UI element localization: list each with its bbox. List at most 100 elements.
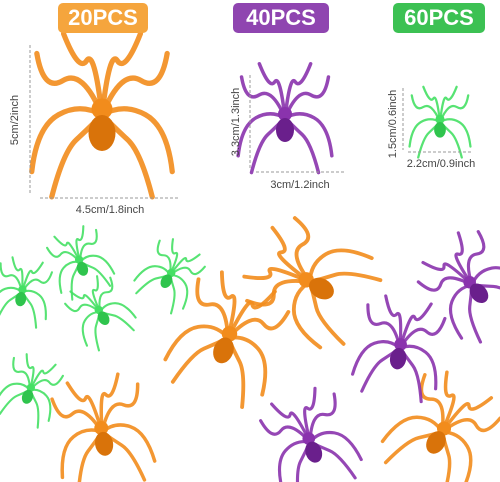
width-label: 2.2cm/0.9inch	[407, 158, 475, 170]
spider-leg	[28, 374, 64, 392]
spider	[351, 294, 447, 404]
width-label: 4.5cm/1.8inch	[76, 204, 144, 216]
spider-leg	[398, 316, 447, 350]
spider-leg	[20, 289, 47, 321]
spider-leg	[292, 216, 312, 284]
spider-leg	[421, 260, 474, 287]
spider-leg	[470, 266, 500, 287]
spider-leg	[291, 280, 323, 350]
spider-leg	[283, 112, 334, 158]
spider-leg	[195, 277, 230, 340]
spider-leg	[270, 225, 312, 284]
spider-leg	[270, 402, 312, 444]
spider-leg	[0, 286, 24, 311]
spider-leg	[46, 246, 82, 264]
spider-leg	[236, 112, 287, 158]
spider-leg	[454, 231, 474, 287]
spider-leg	[168, 265, 206, 277]
spider-body	[160, 274, 173, 289]
spider-leg	[91, 275, 102, 314]
spider-leg	[12, 356, 32, 392]
spider-leg	[78, 254, 116, 275]
spider-leg	[69, 290, 102, 314]
spider-leg	[64, 302, 102, 314]
spider-leg	[366, 303, 402, 350]
spider-leg	[440, 396, 494, 434]
spider-leg	[34, 50, 105, 118]
spider	[408, 85, 472, 159]
spider-body	[21, 389, 34, 404]
spider-head	[278, 107, 292, 121]
spider-body	[434, 122, 446, 138]
badge-label: 20PCS	[68, 5, 138, 30]
spider-leg	[75, 225, 85, 264]
spider-leg	[283, 75, 331, 120]
spider-leg	[58, 260, 82, 294]
spider-leg	[53, 235, 82, 264]
spider-leg	[50, 397, 104, 434]
spider-leg	[28, 388, 52, 422]
spider-leg	[226, 289, 277, 340]
spider-head	[91, 98, 113, 120]
spider	[259, 386, 363, 482]
spider-leg	[100, 423, 157, 463]
spider-body	[308, 277, 334, 300]
spider-leg	[259, 419, 312, 444]
spider-leg	[28, 363, 57, 392]
spider-leg	[0, 382, 32, 403]
spider-leg	[419, 373, 445, 434]
spider-leg	[308, 430, 363, 462]
spider-leg	[380, 415, 444, 444]
spider-leg	[99, 50, 170, 118]
spider-leg	[168, 273, 189, 310]
spider-leg	[440, 370, 456, 434]
spider-leg	[20, 271, 53, 294]
spider-leg	[308, 248, 374, 284]
spider-leg	[65, 381, 104, 434]
spider-leg	[60, 428, 104, 480]
spiders	[0, 31, 500, 482]
spider-leg	[81, 310, 102, 347]
spider-leg	[408, 118, 442, 148]
spider-leg	[283, 62, 313, 120]
spider-leg	[398, 302, 433, 350]
spider-leg	[242, 267, 312, 284]
spider-leg	[226, 310, 291, 340]
spider-leg	[29, 106, 105, 175]
spider-leg	[239, 75, 287, 120]
spider-leg	[100, 382, 140, 434]
spider-leg	[99, 31, 144, 118]
spider-leg	[168, 238, 179, 277]
height-label: 5cm/2inch	[9, 95, 21, 145]
spider-leg	[398, 344, 438, 391]
spider	[0, 353, 64, 429]
spider-leg	[226, 335, 268, 397]
spider	[380, 370, 500, 482]
spider	[236, 62, 334, 175]
spider-leg	[440, 416, 500, 434]
height-label: 3.3cm/1.3inch	[230, 88, 242, 156]
spider-leg	[303, 386, 317, 444]
spider-leg	[438, 94, 470, 124]
spider-leg	[25, 353, 35, 392]
spider-leg	[416, 276, 474, 292]
spider	[64, 275, 137, 352]
spider-body	[213, 337, 234, 364]
spider-leg	[277, 440, 312, 482]
spider-body	[97, 311, 110, 326]
spider-head	[94, 421, 109, 436]
spider-leg	[20, 261, 44, 294]
spider-leg	[98, 276, 114, 314]
badge-label: 60PCS	[404, 5, 474, 30]
spider-leg	[60, 31, 105, 118]
spider-leg	[438, 118, 472, 148]
spider	[0, 256, 53, 329]
spider-leg	[156, 239, 172, 277]
badge	[393, 3, 485, 33]
height-label: 1.5cm/0.6inch	[387, 90, 399, 158]
spider-head	[435, 114, 445, 124]
spider-leg	[11, 256, 24, 294]
spider-head	[394, 338, 407, 351]
spider-leg	[384, 294, 403, 350]
